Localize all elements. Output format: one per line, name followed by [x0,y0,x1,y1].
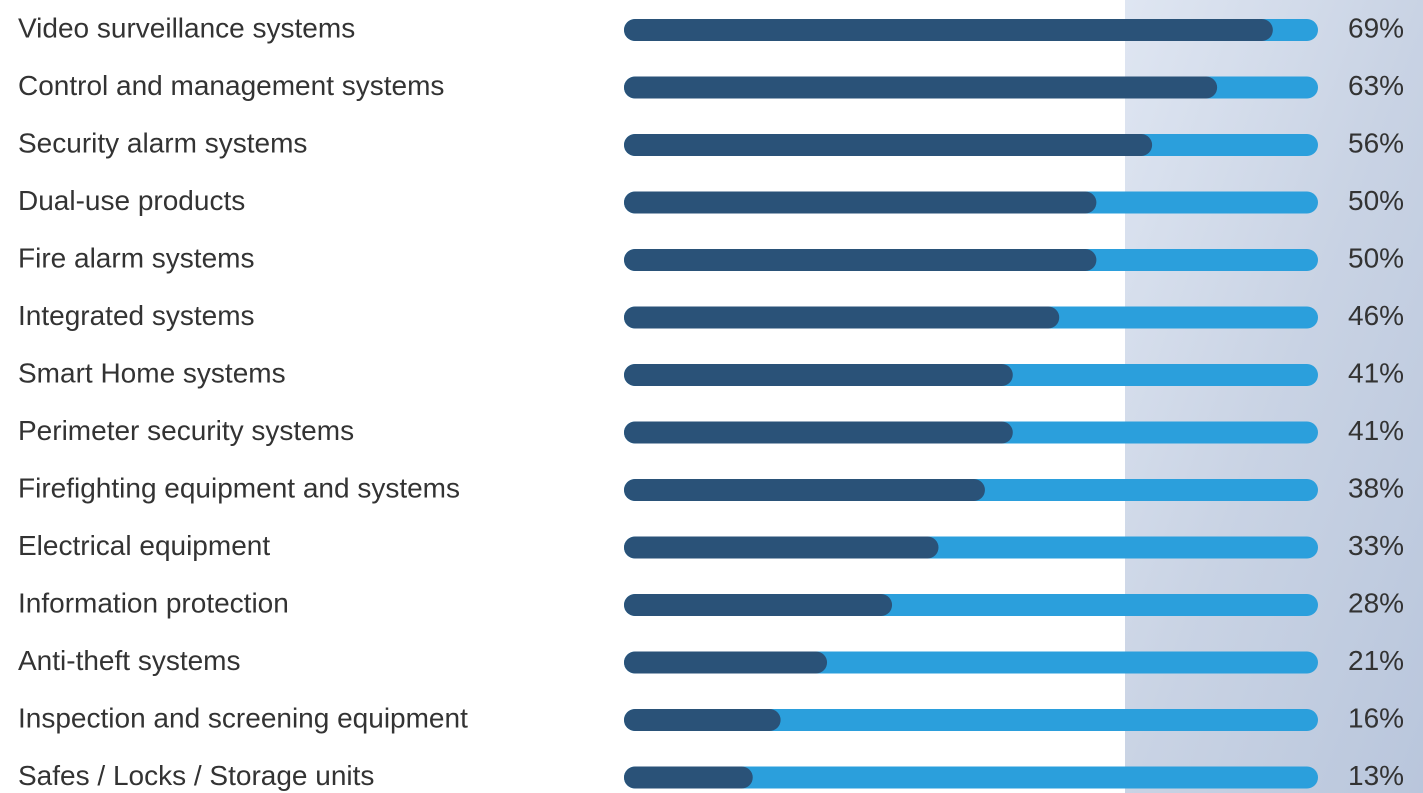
bar [624,709,781,731]
bar [624,191,1097,214]
bar [624,479,985,501]
category-label: Dual-use products [18,185,245,216]
category-label: Safes / Locks / Storage units [18,760,374,791]
category-label: Information protection [18,587,289,618]
value-label: 50% [1348,242,1404,273]
bar-track [624,766,1318,789]
category-label: Inspection and screening equipment [18,702,468,733]
value-label: 69% [1348,12,1404,43]
category-label: Smart Home systems [18,357,286,388]
bar [624,651,828,674]
category-label: Security alarm systems [18,127,307,158]
category-label: Video surveillance systems [18,12,355,43]
bar [624,766,753,789]
bar [624,306,1060,329]
bar [624,76,1218,99]
category-label: Integrated systems [18,300,255,331]
category-label: Perimeter security systems [18,415,354,446]
value-label: 41% [1348,357,1404,388]
category-label: Electrical equipment [18,530,270,561]
value-label: 28% [1348,587,1404,618]
bar [624,249,1097,271]
value-label: 56% [1348,127,1404,158]
bar [624,19,1273,41]
value-label: 46% [1348,300,1404,331]
value-label: 63% [1348,70,1404,101]
bar [624,594,893,616]
value-label: 33% [1348,530,1404,561]
value-label: 13% [1348,760,1404,791]
value-label: 21% [1348,645,1404,676]
bar-track [624,709,1318,731]
bar [624,536,939,559]
bar [624,134,1153,156]
bar [624,421,1013,444]
bar [624,364,1013,386]
category-label: Anti-theft systems [18,645,241,676]
category-label: Firefighting equipment and systems [18,472,460,503]
category-label: Fire alarm systems [18,242,254,273]
value-label: 50% [1348,185,1404,216]
value-label: 16% [1348,702,1404,733]
category-label: Control and management systems [18,70,444,101]
value-label: 38% [1348,472,1404,503]
value-label: 41% [1348,415,1404,446]
